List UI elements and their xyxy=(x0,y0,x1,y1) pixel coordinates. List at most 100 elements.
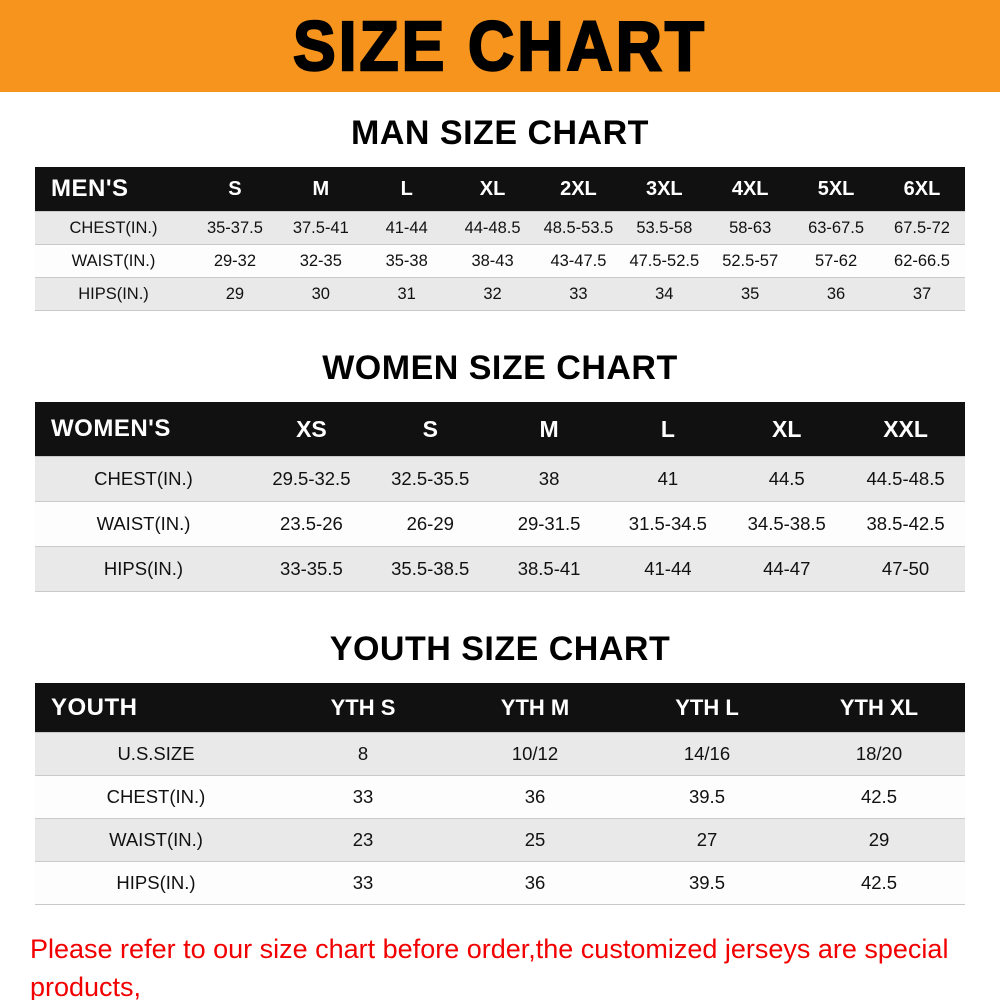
order-note: Please refer to our size chart before or… xyxy=(30,931,1000,1000)
size-value: 30 xyxy=(311,284,330,303)
size-value: 58-63 xyxy=(729,218,772,237)
women-header-size: XL xyxy=(727,402,847,457)
size-value: 52.5-57 xyxy=(722,251,779,270)
size-value: 57-62 xyxy=(814,251,858,270)
note-line-1: Please refer to our size chart before or… xyxy=(30,934,949,1000)
row-label: CHEST(IN.) xyxy=(106,786,206,807)
size-value: 32.5-35.5 xyxy=(391,468,470,489)
size-value: 44.5 xyxy=(768,468,805,489)
size-value: 38.5-41 xyxy=(517,558,581,579)
size-value: 23.5-26 xyxy=(280,513,343,534)
size-value: 29 xyxy=(868,829,890,850)
men-table-row: HIPS(IN.) 29 30 31 32 33 34 35 36 37 xyxy=(35,277,965,311)
size-value: 41 xyxy=(657,468,679,489)
row-label: WAIST(IN.) xyxy=(96,513,191,534)
size-value: 47.5-52.5 xyxy=(629,251,700,270)
youth-header-size: YTH S xyxy=(277,683,449,733)
youth-size-table: YOUTH YTH S YTH M YTH L YTH XL U.S.SIZE 8 10/12… xyxy=(35,683,965,905)
men-header-label: MEN'S xyxy=(35,167,192,212)
size-value: 33 xyxy=(352,872,374,893)
size-value: 67.5-72 xyxy=(894,218,950,237)
row-label: HIPS(IN.) xyxy=(103,558,184,579)
women-heading: WOMEN SIZE CHART xyxy=(322,349,678,387)
size-value: 29-31.5 xyxy=(517,513,581,534)
youth-table-row: WAIST(IN.) 23 25 27 29 xyxy=(35,818,965,862)
size-value: 35 xyxy=(741,284,760,303)
size-value: 48.5-53.5 xyxy=(543,218,614,237)
size-value: 33-35.5 xyxy=(280,558,343,579)
banner: SIZE CHART xyxy=(0,0,1000,92)
size-value: 39.5 xyxy=(688,786,725,807)
women-table-row: CHEST(IN.) 29.5-32.5 32.5-35.5 38 41 44.5 44.5… xyxy=(35,456,965,502)
men-table-row: WAIST(IN.) 29-32 32-35 35-38 38-43 43-47.5 47.… xyxy=(35,244,965,278)
youth-header-size: YTH L xyxy=(621,683,793,733)
men-header-size: M xyxy=(277,167,364,212)
size-value: 33 xyxy=(352,786,374,807)
youth-table-row: CHEST(IN.) 33 36 39.5 42.5 xyxy=(35,775,965,819)
size-value: 35.5-38.5 xyxy=(391,558,470,579)
women-header-size: L xyxy=(608,402,728,457)
size-value: 37.5-41 xyxy=(292,218,349,237)
size-value: 29 xyxy=(225,284,245,303)
youth-section: YOUTH SIZE CHART YOUTH YTH S YTH M YTH L YTH… xyxy=(0,630,1000,905)
men-header-size: 2XL xyxy=(535,167,622,212)
banner-title: SIZE CHART xyxy=(292,6,707,86)
size-value: 44-48.5 xyxy=(464,218,521,237)
women-header-size: M xyxy=(489,402,609,457)
row-label: HIPS(IN.) xyxy=(116,872,196,893)
size-value: 39.5 xyxy=(688,872,725,893)
men-header-size: 4XL xyxy=(707,167,794,212)
men-header-size: S xyxy=(192,167,278,212)
row-label: U.S.SIZE xyxy=(117,743,195,764)
size-value: 36 xyxy=(524,786,546,807)
youth-header-row: YOUTH YTH S YTH M YTH L YTH XL xyxy=(35,683,965,733)
women-section: WOMEN SIZE CHART WOMEN'S XS S M L XL XXL CHEST(… xyxy=(0,349,1000,592)
women-header-size: XS xyxy=(252,402,371,457)
size-value: 32-35 xyxy=(299,251,342,270)
size-value: 23 xyxy=(352,829,374,850)
size-value: 25 xyxy=(524,829,546,850)
size-value: 31.5-34.5 xyxy=(628,513,707,534)
men-heading: MAN SIZE CHART xyxy=(351,114,649,152)
row-label: CHEST(IN.) xyxy=(69,218,158,237)
youth-table-row: U.S.SIZE 8 10/12 14/16 18/20 xyxy=(35,732,965,776)
women-table-row: WAIST(IN.) 23.5-26 26-29 29-31.5 31.5-34.5 34… xyxy=(35,501,965,547)
youth-header-size: YTH M xyxy=(449,683,621,733)
size-value: 8 xyxy=(357,743,369,764)
men-size-table: MEN'S S M L XL 2XL 3XL 4XL 5XL 6XL CHEST(IN.) 35-37… xyxy=(35,167,965,311)
women-header-row: WOMEN'S XS S M L XL XXL xyxy=(35,402,965,457)
size-value: 18/20 xyxy=(855,743,903,764)
women-header-size: XXL xyxy=(846,402,965,457)
row-label: CHEST(IN.) xyxy=(94,468,193,489)
row-label: HIPS(IN.) xyxy=(78,284,149,303)
women-header-label: WOMEN'S xyxy=(35,402,252,457)
row-label: WAIST(IN.) xyxy=(71,251,156,270)
youth-header-size: YTH XL xyxy=(793,683,965,733)
men-header-row: MEN'S S M L XL 2XL 3XL 4XL 5XL 6XL xyxy=(35,167,965,212)
size-value: 35-38 xyxy=(385,251,428,270)
size-value: 36 xyxy=(524,872,546,893)
size-value: 37 xyxy=(912,284,932,303)
men-header-size: L xyxy=(363,167,450,212)
youth-header-label: YOUTH xyxy=(35,683,277,733)
size-value: 36 xyxy=(826,284,846,303)
size-value: 33 xyxy=(569,284,588,303)
size-value: 38.5-42.5 xyxy=(866,513,945,534)
men-header-size: 5XL xyxy=(793,167,879,212)
size-value: 26-29 xyxy=(406,513,454,534)
men-section: MAN SIZE CHART MEN'S S M L XL 2XL 3XL 4XL 5XL 6XL… xyxy=(0,114,1000,311)
size-value: 43-47.5 xyxy=(550,251,607,270)
size-value: 42.5 xyxy=(860,872,897,893)
size-value: 42.5 xyxy=(860,786,897,807)
size-value: 29-32 xyxy=(213,251,257,270)
size-value: 38-43 xyxy=(471,251,514,270)
size-value: 41-44 xyxy=(644,558,692,579)
women-size-table: WOMEN'S XS S M L XL XXL CHEST(IN.) 29.5-32.5 32.5… xyxy=(35,402,965,592)
men-table-row: CHEST(IN.) 35-37.5 37.5-41 41-44 44-48.5 48.5… xyxy=(35,211,965,245)
size-value: 47-50 xyxy=(881,558,930,579)
size-value: 41-44 xyxy=(385,218,428,237)
men-header-size: 6XL xyxy=(879,167,965,212)
youth-heading: YOUTH SIZE CHART xyxy=(329,630,671,668)
size-value: 29.5-32.5 xyxy=(272,468,351,489)
